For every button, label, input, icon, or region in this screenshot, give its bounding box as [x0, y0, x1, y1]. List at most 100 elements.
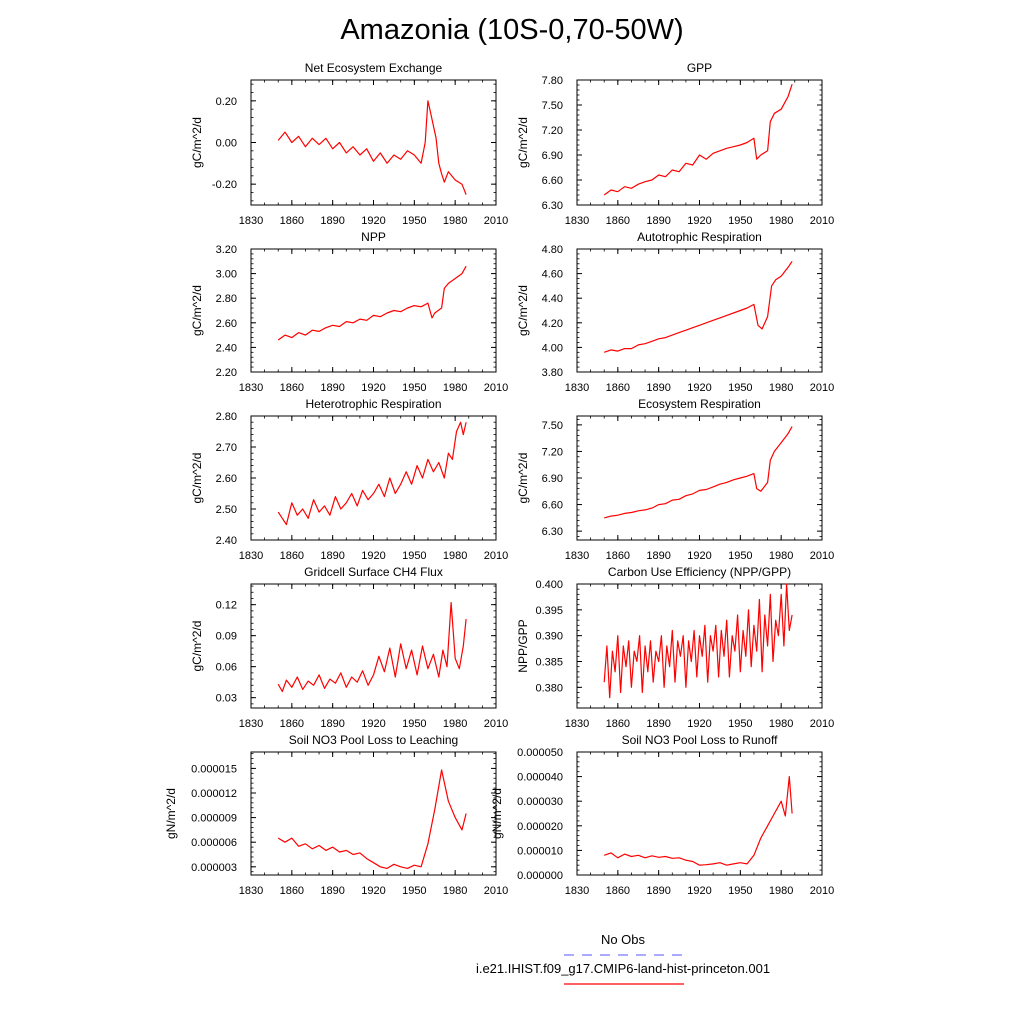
x-tick-label: 1830	[239, 718, 263, 730]
x-tick-label: 1830	[565, 718, 589, 730]
x-tick-label: 1920	[687, 718, 711, 730]
y-tick-label: 6.30	[542, 200, 563, 212]
y-tick-label: 0.000003	[191, 862, 237, 874]
panel-title: Soil NO3 Pool Loss to Runoff	[622, 733, 779, 747]
x-tick-label: 1860	[280, 550, 304, 562]
y-tick-label: 2.50	[216, 504, 237, 516]
y-tick-label: 2.40	[216, 535, 237, 547]
x-tick-label: 1950	[402, 550, 426, 562]
x-tick-label: 1920	[687, 382, 711, 394]
y-tick-label: 0.395	[535, 605, 563, 617]
x-tick-label: 1920	[361, 215, 385, 227]
y-axis-label: gC/m^2/d	[516, 453, 530, 504]
y-axis-label: gC/m^2/d	[190, 117, 204, 168]
x-tick-label: 1860	[606, 885, 630, 897]
y-tick-label: 4.80	[542, 244, 563, 256]
y-tick-label: 0.000040	[517, 772, 563, 784]
x-tick-label: 1920	[361, 382, 385, 394]
y-tick-label: 2.70	[216, 442, 237, 454]
x-tick-label: 2010	[810, 885, 834, 897]
y-axis-label: gN/m^2/d	[490, 788, 504, 839]
x-tick-label: 1980	[769, 382, 793, 394]
y-tick-label: 0.000015	[191, 763, 237, 775]
x-tick-label: 1980	[443, 215, 467, 227]
x-tick-label: 2010	[810, 550, 834, 562]
plot-frame	[576, 79, 823, 206]
panel-title: Carbon Use Efficiency (NPP/GPP)	[608, 565, 791, 579]
chart-panel-8: Carbon Use Efficiency (NPP/GPP) 1830 1860 1…	[516, 565, 834, 730]
x-tick-label: 1860	[280, 885, 304, 897]
y-axis-label: gC/m^2/d	[516, 285, 530, 336]
x-tick-label: 1890	[320, 550, 344, 562]
x-tick-label: 2010	[484, 382, 508, 394]
x-tick-label: 1920	[361, 550, 385, 562]
x-tick-label: 1890	[320, 885, 344, 897]
chart-panel-5: Heterotrophic Respiration 1830 1860 1890 192…	[190, 397, 508, 562]
y-tick-label: 2.40	[216, 342, 237, 354]
x-tick-label: 1950	[728, 885, 752, 897]
x-tick-label: 2010	[484, 885, 508, 897]
x-tick-label: 2010	[810, 382, 834, 394]
y-axis-label: gC/m^2/d	[190, 621, 204, 672]
y-tick-label: 3.80	[542, 367, 563, 379]
x-tick-label: 1980	[769, 550, 793, 562]
y-tick-label: 0.12	[216, 600, 237, 612]
y-tick-label: 0.000020	[517, 821, 563, 833]
y-tick-label: 4.20	[542, 318, 563, 330]
x-tick-label: 1860	[280, 718, 304, 730]
x-tick-label: 1830	[565, 382, 589, 394]
y-tick-label: -0.20	[212, 179, 237, 191]
y-tick-label: 0.000012	[191, 788, 237, 800]
x-tick-label: 1830	[565, 550, 589, 562]
y-tick-label: 0.09	[216, 631, 237, 643]
x-tick-label: 1980	[769, 718, 793, 730]
x-tick-label: 1920	[361, 718, 385, 730]
y-tick-label: 2.80	[216, 293, 237, 305]
y-tick-label: 0.000000	[517, 870, 563, 882]
y-tick-label: 6.90	[542, 473, 563, 485]
y-tick-label: 0.000050	[517, 747, 563, 759]
series-line	[603, 84, 793, 196]
chart-panel-9: Soil NO3 Pool Loss to Leaching 1830 1860 18…	[164, 733, 508, 897]
x-tick-label: 1830	[239, 885, 263, 897]
x-tick-label: 1920	[687, 550, 711, 562]
y-tick-label: 0.000009	[191, 813, 237, 825]
y-axis-label: NPP/GPP	[516, 619, 530, 672]
x-tick-label: 2010	[484, 550, 508, 562]
y-tick-label: 0.00	[216, 138, 237, 150]
x-tick-label: 2010	[484, 718, 508, 730]
x-tick-label: 1890	[320, 718, 344, 730]
x-tick-label: 1950	[728, 215, 752, 227]
x-tick-label: 1830	[239, 550, 263, 562]
chart-panel-4: Autotrophic Respiration 1830 1860 1890 1920 1…	[516, 230, 834, 394]
x-tick-label: 1950	[728, 550, 752, 562]
series-line	[277, 601, 467, 693]
panel-title: GPP	[687, 61, 712, 75]
plot-frame	[250, 79, 497, 206]
panel-title: Soil NO3 Pool Loss to Leaching	[289, 733, 458, 747]
y-tick-label: 2.60	[216, 473, 237, 485]
y-tick-label: 6.90	[542, 150, 563, 162]
chart-panel-10: Soil NO3 Pool Loss to Runoff 1830 1860 1890…	[490, 733, 834, 897]
y-tick-label: 0.385	[535, 657, 563, 669]
x-tick-label: 1920	[361, 885, 385, 897]
series-line	[604, 775, 793, 866]
x-tick-label: 1860	[606, 382, 630, 394]
panel-title: Gridcell Surface CH4 Flux	[304, 565, 443, 579]
x-tick-label: 1890	[646, 215, 670, 227]
x-tick-label: 1860	[606, 215, 630, 227]
series-line	[604, 426, 793, 519]
y-axis-label: gC/m^2/d	[516, 117, 530, 168]
x-tick-label: 1830	[565, 215, 589, 227]
x-tick-label: 1950	[728, 382, 752, 394]
x-tick-label: 1860	[606, 550, 630, 562]
chart-panel-7: Gridcell Surface CH4 Flux 1830 1860 1890 192…	[190, 565, 508, 730]
x-tick-label: 1980	[769, 215, 793, 227]
y-tick-label: 7.20	[542, 125, 563, 137]
panel-title: NPP	[361, 230, 386, 244]
y-tick-label: 4.40	[542, 293, 563, 305]
page-title: Amazonia (10S-0,70-50W)	[340, 14, 684, 46]
x-tick-label: 1890	[646, 550, 670, 562]
